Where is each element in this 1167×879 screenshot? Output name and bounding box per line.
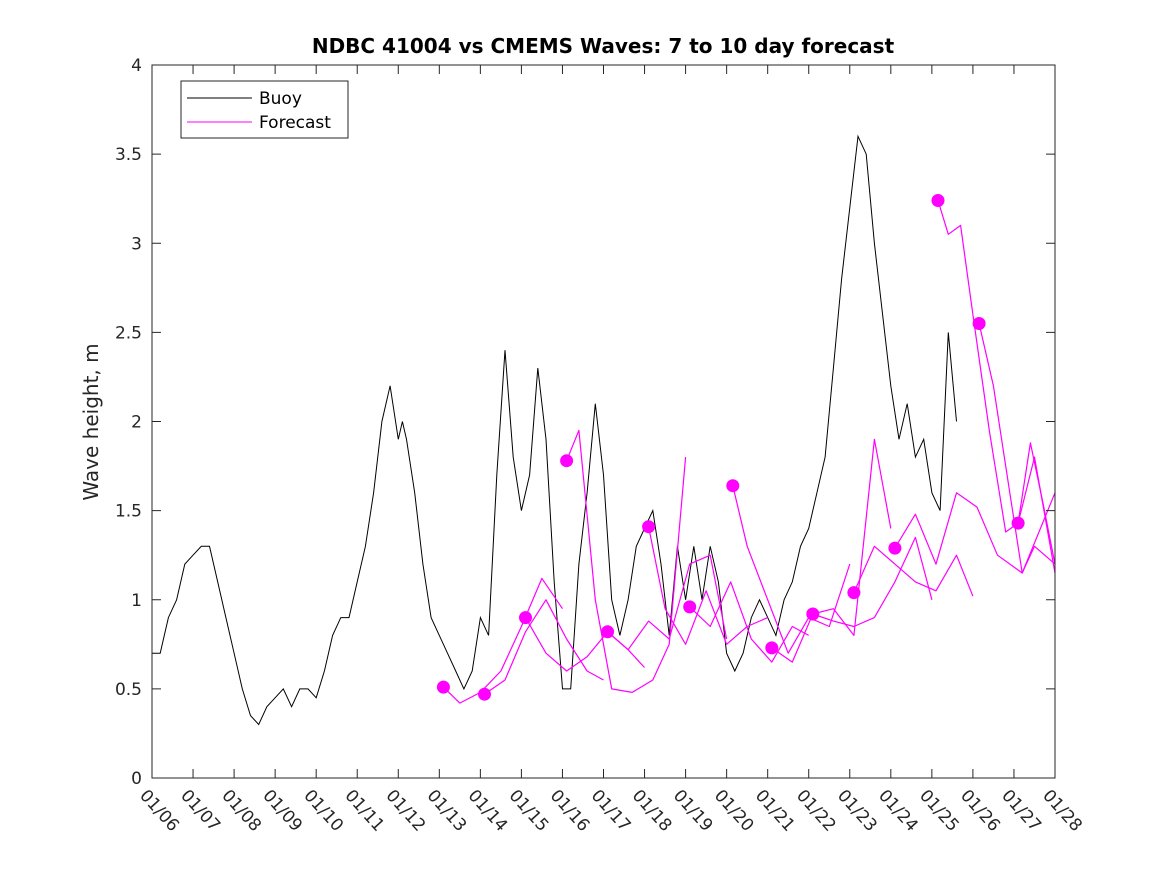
forecast-start-point: [806, 607, 820, 621]
forecast-start-point: [519, 611, 532, 625]
forecast-series-line: [566, 429, 687, 694]
y-tick-label: 4: [131, 56, 142, 76]
forecast-start-point: [436, 680, 450, 694]
forecast-start-point: [1011, 516, 1025, 530]
y-tick-label: 1: [131, 591, 142, 611]
forecast-start-point: [726, 479, 740, 493]
forecast-series-line: [894, 492, 1056, 574]
forecast-series-line: [937, 200, 1056, 574]
forecast-series-line: [771, 438, 892, 663]
y-axis-label: Wave height, m: [79, 343, 103, 500]
forecast-start-point: [478, 687, 491, 701]
legend: Buoy Forecast: [180, 80, 349, 139]
legend-buoy-label: Buoy: [259, 89, 302, 109]
legend-box: [180, 80, 349, 139]
forecast-start-point: [847, 586, 861, 600]
forecast-start-point: [601, 625, 615, 639]
forecast-series-line: [689, 581, 809, 663]
forecast-start-point: [931, 194, 945, 207]
forecast-series-line: [732, 485, 851, 654]
y-tick-label: 3.5: [115, 145, 142, 165]
forecast-start-point: [683, 600, 697, 614]
y-tick-label: 0.5: [115, 680, 142, 700]
forecast-series-line: [484, 599, 604, 695]
forecast-series-line: [978, 323, 1056, 574]
forecast-series-line: [1017, 442, 1056, 565]
forecast-start-point: [765, 641, 779, 655]
forecast-series-line: [812, 536, 933, 628]
data-layer: [152, 134, 1056, 726]
chart-title: NDBC 41004 vs CMEMS Waves: 7 to 10 day f…: [312, 34, 895, 58]
plot-area: [152, 65, 1055, 778]
forecast-series-line: [853, 545, 974, 597]
forecast-start-point: [642, 520, 656, 534]
forecast-series-line: [442, 577, 563, 704]
forecast-start-point: [972, 317, 986, 330]
y-tick-label: 2: [131, 413, 142, 433]
y-tick-label: 1.5: [115, 502, 142, 522]
buoy-series-line: [152, 134, 957, 726]
y-tick-label: 3: [131, 234, 142, 254]
forecast-series-line: [607, 554, 728, 651]
legend-forecast-label: Forecast: [259, 113, 331, 133]
forecast-start-point: [560, 454, 574, 468]
forecast-start-point: [888, 541, 902, 555]
y-tick-label: 0: [131, 769, 142, 789]
y-tick-label: 2.5: [115, 323, 142, 343]
